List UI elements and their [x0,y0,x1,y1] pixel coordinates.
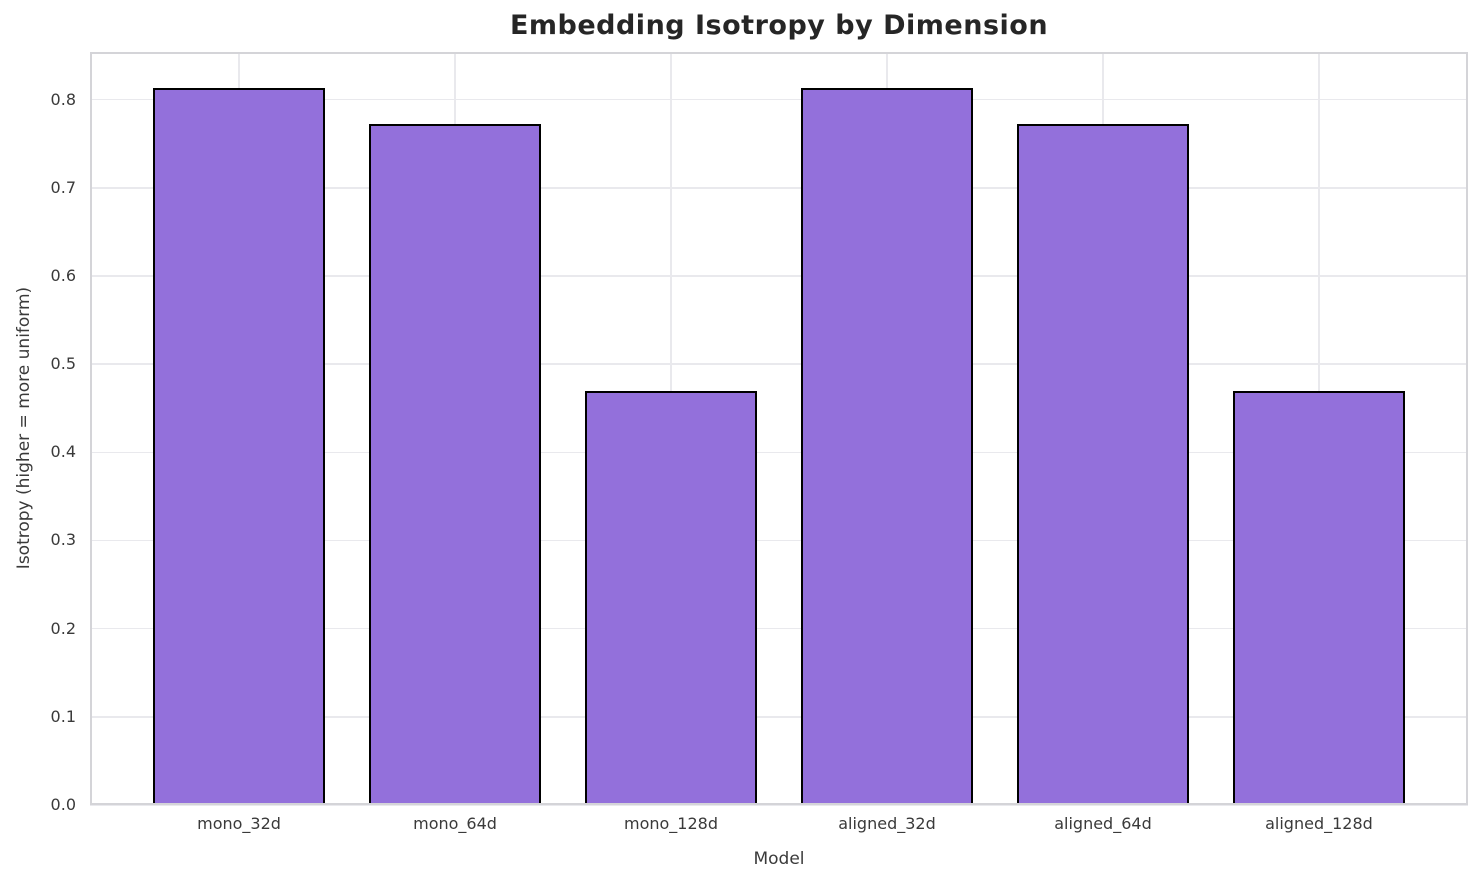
bar-aligned_64d [1016,124,1190,805]
bar-aligned_128d [1232,390,1406,805]
horizontal-gridline [90,451,1468,454]
chart-title: Embedding Isotropy by Dimension [509,10,1049,41]
x-axis-label: Model [753,849,805,869]
horizontal-gridline [90,716,1468,718]
y-axis-label: Isotropy (higher = more uniform) [14,286,34,570]
horizontal-gridline [90,275,1468,277]
horizontal-gridline [90,98,1468,101]
y-tick-label: 0.1 [50,706,76,726]
x-tick-label: aligned_32d [838,814,936,833]
horizontal-gridline [90,363,1468,365]
y-tick-label: 0.3 [50,530,76,550]
y-tick-label: 0.5 [50,354,76,374]
bar-mono_64d [368,124,542,805]
horizontal-gridline [90,804,1468,806]
horizontal-gridline [90,627,1468,630]
horizontal-gridline [90,187,1468,189]
plot-area [90,52,1468,806]
bar-mono_32d [152,88,326,805]
y-tick-label: 0.7 [50,177,76,197]
y-tick-label: 0.4 [50,442,76,462]
x-tick-label: mono_128d [624,814,718,833]
y-tick-label: 0.6 [50,265,76,285]
horizontal-gridline [90,539,1468,542]
x-tick-label: aligned_128d [1265,814,1373,833]
bar-mono_128d [584,390,758,805]
bar-aligned_32d [800,88,974,805]
y-tick-label: 0.2 [50,618,76,638]
x-tick-label: mono_64d [413,814,497,833]
x-tick-label: mono_32d [197,814,281,833]
y-tick-label: 0.0 [50,795,76,814]
x-tick-label: aligned_64d [1054,814,1152,833]
y-tick-label: 0.8 [50,89,76,109]
